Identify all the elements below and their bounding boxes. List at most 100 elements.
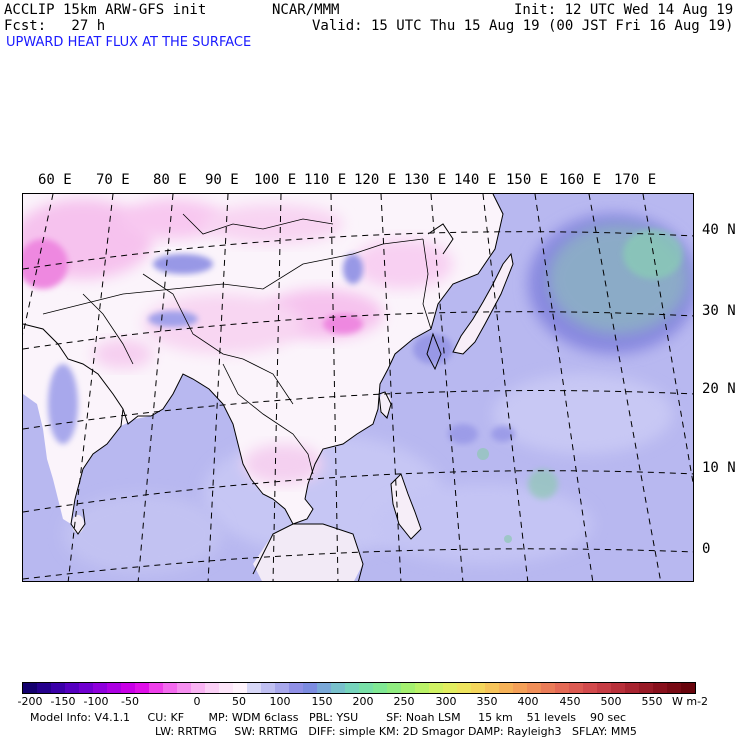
colorbar-cell <box>527 683 541 693</box>
colorbar-cell <box>569 683 583 693</box>
colorbar-tick: 150 <box>311 695 333 708</box>
colorbar-cell <box>219 683 233 693</box>
lat-label: 30 N <box>702 303 736 319</box>
low-flux-patches <box>48 254 515 444</box>
lon-label: 60 E <box>38 172 72 188</box>
lon-label: 80 E <box>153 172 187 188</box>
color-scale-bar <box>22 682 696 694</box>
colorbar-cell <box>163 683 177 693</box>
colorbar-cell <box>443 683 457 693</box>
graticule <box>23 194 693 581</box>
colorbar-tick: -200 <box>17 695 43 708</box>
coastlines <box>23 194 514 581</box>
model-title: ACCLIP 15km ARW-GFS init <box>4 2 207 18</box>
model-info-line-1: Model Info: V4.1.1 CU: KF MP: WDM 6class… <box>30 711 627 724</box>
lon-label: 170 E <box>614 172 657 188</box>
colorbar-cell <box>485 683 499 693</box>
colorbar-cell <box>639 683 653 693</box>
colorbar-unit: W m-2 <box>672 695 709 708</box>
colorbar-cell <box>345 683 359 693</box>
colorbar-cell <box>149 683 163 693</box>
colorbar-cell <box>177 683 191 693</box>
lon-label: 110 E <box>304 172 347 188</box>
colorbar-cell <box>289 683 303 693</box>
colorbar-cell <box>121 683 135 693</box>
lon-label: 100 E <box>254 172 297 188</box>
field-title: UPWARD HEAT FLUX AT THE SURFACE <box>6 35 252 50</box>
colorbar-cell <box>205 683 219 693</box>
colorbar-cell <box>415 683 429 693</box>
colorbar-cell <box>387 683 401 693</box>
forecast-hour: Fcst: 27 h <box>4 18 106 34</box>
lon-label: 140 E <box>454 172 497 188</box>
colorbar-tick: 100 <box>269 695 291 708</box>
lon-label: 150 E <box>506 172 549 188</box>
lat-label: 20 N <box>702 381 736 397</box>
colorbar-tick: -100 <box>83 695 109 708</box>
colorbar-cell <box>247 683 261 693</box>
colorbar-cell <box>79 683 93 693</box>
colorbar-tick: 450 <box>559 695 581 708</box>
valid-time: Valid: 15 UTC Thu 15 Aug 19 (00 JST Fri … <box>312 18 734 34</box>
high-flux-region <box>477 214 693 543</box>
colorbar-cell <box>401 683 415 693</box>
lon-label: 70 E <box>96 172 130 188</box>
colorbar-tick: 250 <box>393 695 415 708</box>
colorbar-tick: 50 <box>232 695 246 708</box>
colorbar-cell <box>65 683 79 693</box>
country-borders <box>42 213 432 475</box>
colorbar-cell <box>275 683 289 693</box>
organization: NCAR/MMM <box>272 2 340 18</box>
colorbar-tick: 200 <box>352 695 374 708</box>
init-time: Init: 12 UTC Wed 14 Aug 19 <box>514 2 734 18</box>
colorbar-cell <box>23 683 37 693</box>
colorbar-cell <box>681 683 695 693</box>
colorbar-cell <box>555 683 569 693</box>
colorbar-cell <box>37 683 51 693</box>
colorbar-cell <box>471 683 485 693</box>
colorbar-cell <box>513 683 527 693</box>
lat-label: 10 N <box>702 460 736 476</box>
colorbar-tick: -150 <box>50 695 76 708</box>
ocean-texture <box>63 374 673 574</box>
colorbar-cell <box>135 683 149 693</box>
lon-label: 120 E <box>354 172 397 188</box>
map-canvas <box>23 194 693 581</box>
colorbar-cell <box>457 683 471 693</box>
colorbar-cell <box>625 683 639 693</box>
lat-label: 0 <box>702 541 711 557</box>
lon-label: 90 E <box>205 172 239 188</box>
colorbar-cell <box>583 683 597 693</box>
positive-flux-patches <box>23 199 453 484</box>
model-info-line-2: LW: RRTMG SW: RRTMG DIFF: simple KM: 2D … <box>155 725 637 738</box>
colorbar-tick: 350 <box>476 695 498 708</box>
colorbar-tick: 300 <box>435 695 457 708</box>
colorbar-tick: 0 <box>193 695 201 708</box>
colorbar-cell <box>93 683 107 693</box>
colorbar-cell <box>359 683 373 693</box>
colorbar-cell <box>107 683 121 693</box>
colorbar-cell <box>233 683 247 693</box>
colorbar-cell <box>373 683 387 693</box>
colorbar-cell <box>541 683 555 693</box>
colorbar-cell <box>331 683 345 693</box>
colorbar-tick: -50 <box>121 695 139 708</box>
colorbar-cell <box>429 683 443 693</box>
colorbar-cell <box>597 683 611 693</box>
colorbar-tick: 500 <box>600 695 622 708</box>
colorbar-cell <box>317 683 331 693</box>
colorbar-cell <box>51 683 65 693</box>
lat-label: 40 N <box>702 222 736 238</box>
colorbar-cell <box>191 683 205 693</box>
lon-label: 130 E <box>404 172 447 188</box>
lon-label: 160 E <box>559 172 602 188</box>
colorbar-cell <box>303 683 317 693</box>
colorbar-tick: 550 <box>641 695 663 708</box>
colorbar-cell <box>653 683 667 693</box>
colorbar-cell <box>499 683 513 693</box>
colorbar-cell <box>611 683 625 693</box>
colorbar-cell <box>667 683 681 693</box>
heat-flux-map <box>22 193 694 582</box>
colorbar-cell <box>261 683 275 693</box>
colorbar-tick: 400 <box>517 695 539 708</box>
